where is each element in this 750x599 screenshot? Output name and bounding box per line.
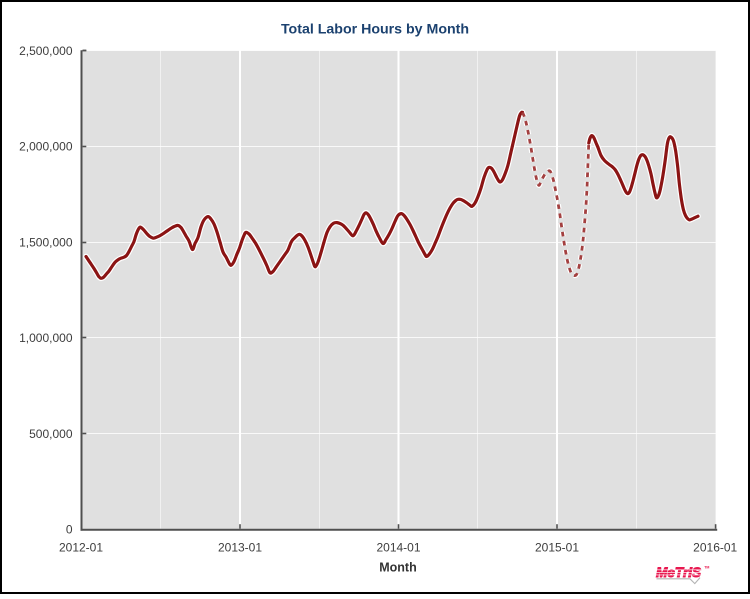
svg-text:2,500,000: 2,500,000 [19,44,73,58]
svg-text:2014-01: 2014-01 [376,541,420,555]
svg-text:TM: TM [704,565,709,569]
svg-text:2,000,000: 2,000,000 [19,140,73,154]
svg-text:1,000,000: 1,000,000 [19,331,73,345]
svg-text:500,000: 500,000 [29,427,73,441]
svg-text:Total Labor Hours by Month: Total Labor Hours by Month [281,22,469,38]
svg-text:2015-01: 2015-01 [535,541,579,555]
svg-text:2016-01: 2016-01 [693,541,737,555]
svg-text:2013-01: 2013-01 [218,541,262,555]
svg-text:0: 0 [66,523,73,537]
svg-text:Month: Month [379,561,416,575]
svg-text:1,500,000: 1,500,000 [19,235,73,249]
svg-text:2012-01: 2012-01 [59,541,103,555]
